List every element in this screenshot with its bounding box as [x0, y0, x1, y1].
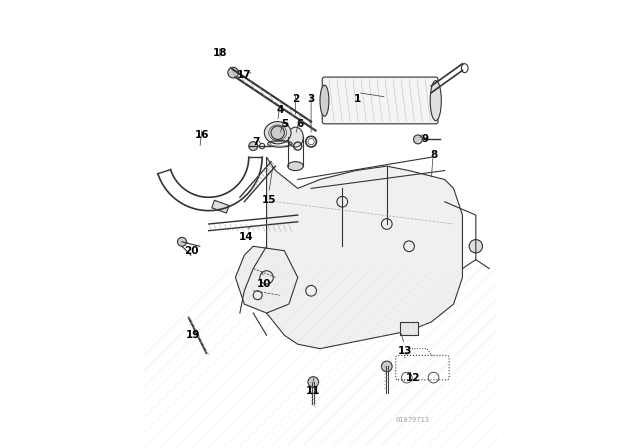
Text: 3: 3 — [307, 95, 315, 104]
Circle shape — [228, 67, 239, 78]
Text: 01079713: 01079713 — [396, 417, 429, 423]
Text: 13: 13 — [397, 346, 412, 356]
Ellipse shape — [288, 127, 303, 147]
Text: 17: 17 — [237, 70, 252, 80]
Ellipse shape — [320, 85, 329, 116]
Text: 14: 14 — [239, 233, 254, 242]
Text: 16: 16 — [195, 130, 209, 140]
Text: 9: 9 — [421, 134, 428, 144]
Text: 10: 10 — [257, 279, 271, 289]
Text: 11: 11 — [306, 386, 321, 396]
PathPatch shape — [267, 157, 463, 349]
Text: 4: 4 — [276, 105, 284, 116]
Circle shape — [271, 126, 284, 139]
Circle shape — [249, 142, 258, 151]
Text: 7: 7 — [252, 137, 259, 146]
Text: 18: 18 — [212, 47, 227, 58]
Circle shape — [469, 240, 483, 253]
Ellipse shape — [264, 121, 291, 144]
Text: 20: 20 — [184, 246, 198, 256]
Circle shape — [308, 377, 319, 388]
Text: 2: 2 — [292, 95, 299, 104]
FancyBboxPatch shape — [322, 77, 438, 124]
Ellipse shape — [288, 162, 303, 171]
Bar — [212, 200, 229, 213]
Text: 5: 5 — [281, 119, 288, 129]
Ellipse shape — [430, 81, 442, 121]
Circle shape — [413, 135, 422, 144]
Text: 19: 19 — [186, 330, 200, 340]
Text: 6: 6 — [296, 119, 303, 129]
Circle shape — [177, 237, 186, 246]
Text: 8: 8 — [430, 150, 437, 160]
Circle shape — [381, 361, 392, 372]
Bar — [400, 322, 418, 335]
PathPatch shape — [236, 246, 298, 313]
Text: 1: 1 — [354, 95, 362, 104]
Text: 12: 12 — [406, 373, 420, 383]
Text: 15: 15 — [262, 194, 276, 205]
